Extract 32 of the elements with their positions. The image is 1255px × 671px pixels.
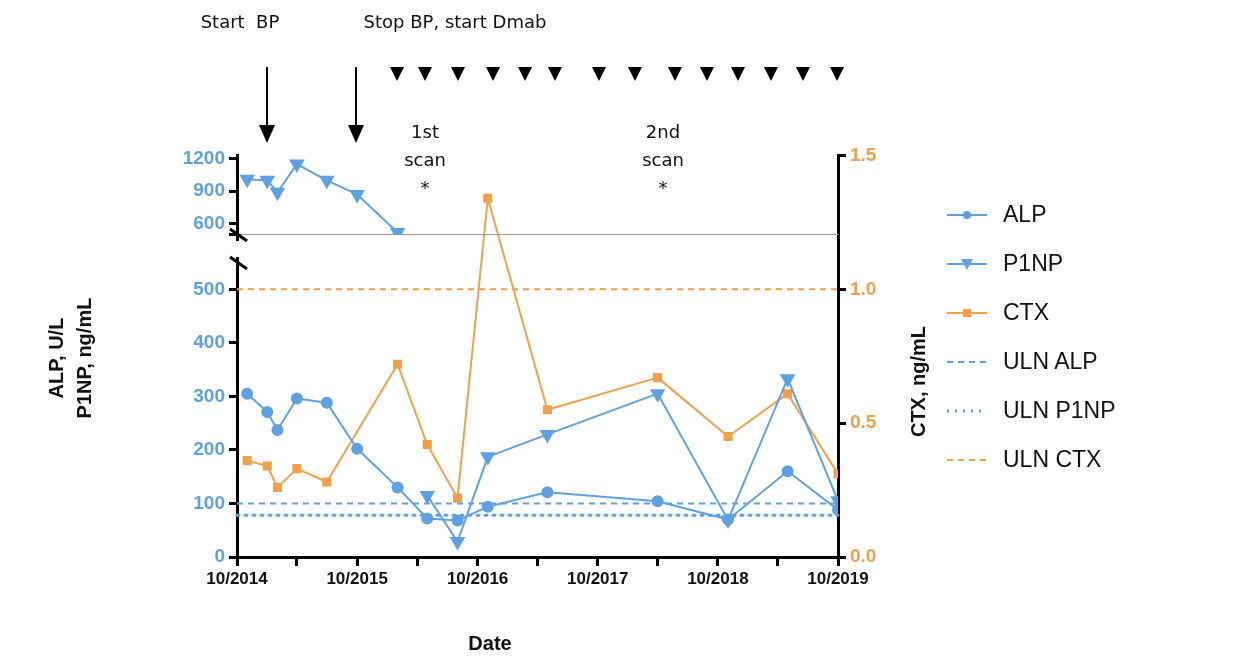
y-tick-label: 1200 [182, 146, 225, 168]
annotation: 1st scan * [403, 120, 447, 200]
legend-label: ULN ALP [1003, 348, 1098, 375]
legend-label: ALP [1003, 201, 1047, 228]
y2-tick-label: 0.5 [850, 411, 877, 433]
text: Start BP [199, 10, 281, 34]
x-tick-label: 10/2019 [807, 568, 869, 588]
y2-tick-label: 1.5 [850, 143, 877, 165]
annotation: 2nd scan * [641, 120, 685, 200]
y-tick-label: 300 [193, 384, 225, 406]
text: Stop BP, start Dmab [362, 10, 548, 34]
legend-label: ULN CTX [1003, 446, 1102, 473]
y2-tick-label: 0.0 [850, 545, 877, 567]
y-tick-label: 500 [193, 277, 225, 299]
x-tick-label: 10/2015 [326, 568, 388, 588]
y-tick-label: 400 [193, 331, 225, 353]
y2-axis-title: CTX, ng/mL [906, 324, 930, 440]
legend-label: CTX [1003, 299, 1049, 326]
y-tick-label: 0 [214, 545, 225, 567]
legend-label: ULN P1NP [1003, 397, 1116, 424]
y2-tick-label: 1.0 [850, 277, 877, 299]
y-tick-label: 100 [193, 491, 225, 513]
x-tick-label: 10/2017 [567, 568, 629, 588]
y-tick-label: 900 [193, 179, 225, 201]
y-tick-label: 600 [193, 211, 225, 233]
x-tick-label: 10/2014 [206, 568, 269, 588]
x-tick-label: 10/2016 [446, 568, 509, 588]
x-axis-title: Date [467, 632, 513, 655]
legend-label: P1NP [1003, 250, 1064, 277]
x-tick-label: 10/2018 [687, 568, 749, 588]
y-axis-title: ALP, U/L P1NP, ng/mL [44, 296, 96, 421]
y-tick-label: 200 [193, 438, 225, 460]
